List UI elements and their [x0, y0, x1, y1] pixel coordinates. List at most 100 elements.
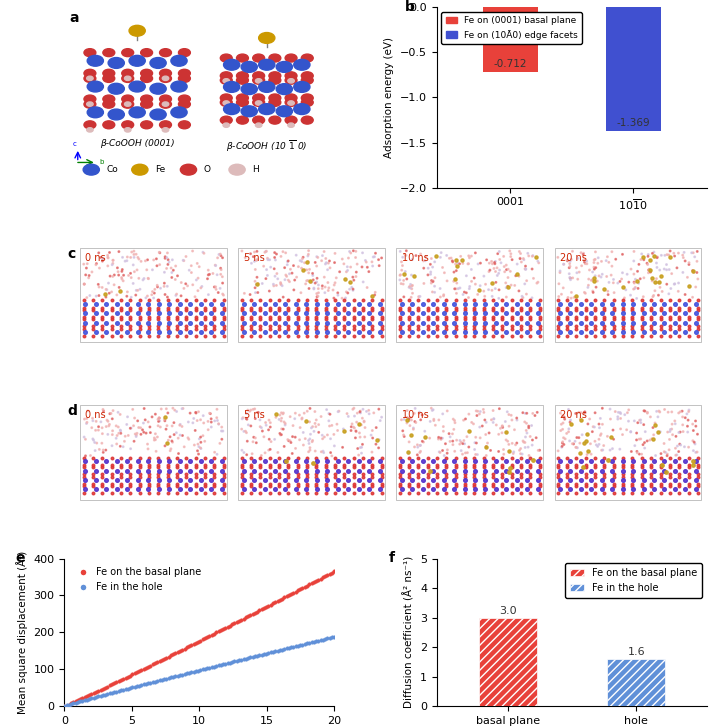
Point [301, 469, 313, 480]
Point [492, 248, 503, 260]
Point [321, 257, 332, 269]
Point [659, 326, 670, 338]
Point [351, 258, 363, 270]
Point [292, 314, 303, 325]
Point [106, 462, 117, 473]
Point [437, 445, 448, 456]
Point [664, 426, 675, 438]
Point [683, 314, 694, 325]
Point [459, 330, 471, 341]
Point [461, 431, 473, 443]
Point [116, 273, 128, 285]
Point [334, 266, 346, 277]
Point [454, 258, 466, 269]
Point [95, 252, 106, 264]
Point [346, 282, 358, 293]
Point [124, 295, 136, 306]
Point [271, 268, 283, 280]
Point [344, 245, 356, 257]
Point [218, 480, 229, 492]
Point [647, 248, 658, 259]
Point [132, 415, 144, 427]
Point [303, 446, 314, 458]
Point [406, 317, 418, 328]
Point [312, 252, 323, 264]
Point [90, 326, 101, 338]
Point [258, 456, 270, 467]
Point [199, 462, 211, 473]
Point [354, 406, 366, 418]
Point [169, 429, 180, 440]
Point [367, 452, 378, 464]
Point [199, 488, 211, 499]
Point [264, 478, 276, 490]
Point [664, 311, 675, 323]
Point [628, 326, 639, 338]
Point [150, 408, 161, 420]
Point [413, 462, 424, 473]
Point [273, 320, 285, 332]
Point [450, 459, 461, 471]
Circle shape [141, 69, 153, 77]
Point [516, 471, 527, 483]
Point [570, 478, 582, 490]
Point [497, 488, 508, 499]
Point [273, 314, 285, 325]
Point [520, 442, 531, 454]
Point [655, 478, 666, 490]
Point [181, 459, 192, 471]
Point [403, 413, 415, 424]
Point [441, 301, 452, 313]
Point [552, 330, 563, 341]
Point [292, 295, 303, 306]
Point [134, 462, 145, 473]
Point [121, 298, 133, 309]
Point [608, 320, 620, 332]
Point [431, 452, 443, 464]
Point [450, 480, 461, 492]
Point [580, 462, 591, 473]
Point [104, 419, 115, 430]
Point [309, 418, 321, 430]
Point [478, 452, 490, 464]
Circle shape [256, 123, 262, 127]
Point [164, 474, 175, 486]
Point [184, 407, 196, 419]
Point [621, 269, 633, 280]
Point [488, 488, 499, 499]
Point [343, 456, 354, 467]
Point [417, 317, 428, 328]
Point [279, 262, 291, 274]
Point [662, 448, 673, 460]
Point [469, 298, 481, 309]
Point [255, 471, 266, 483]
Point [101, 456, 112, 467]
Point [170, 274, 181, 285]
Point [374, 307, 386, 319]
Point [590, 452, 601, 464]
Point [119, 256, 131, 267]
Point [501, 264, 512, 275]
Point [673, 459, 685, 471]
Point [130, 289, 141, 301]
Point [313, 282, 324, 294]
Point [480, 474, 491, 486]
Point [304, 444, 316, 456]
Point [346, 418, 358, 430]
Point [567, 245, 578, 257]
Point [532, 307, 543, 319]
Point [516, 304, 527, 316]
Point [190, 323, 201, 335]
Point [578, 249, 589, 261]
Point [174, 419, 186, 430]
Point [516, 462, 527, 473]
Point [625, 289, 636, 301]
Point [283, 268, 295, 280]
Point [463, 258, 474, 269]
Point [648, 326, 660, 338]
Point [441, 471, 452, 483]
Point [181, 469, 192, 480]
Point [96, 256, 108, 267]
Point [496, 421, 508, 432]
Point [655, 426, 666, 438]
